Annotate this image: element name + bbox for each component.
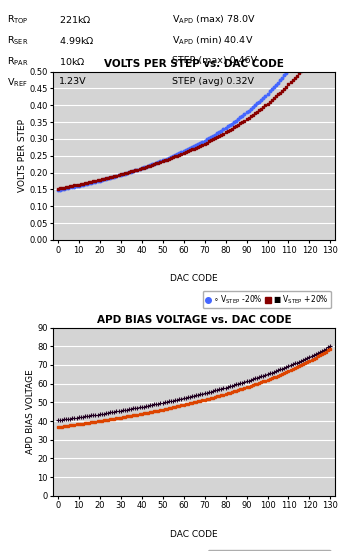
+V$_\mathregular{APD}$ +20% [56, 417, 60, 424]
$\blacksquare$ V$_\mathregular{APD}$ -20% [257, 380, 261, 386]
Text: 10k$\Omega$: 10k$\Omega$ [59, 56, 85, 67]
Text: V$_\mathregular{REF}$: V$_\mathregular{REF}$ [7, 77, 28, 89]
Text: V$_\mathregular{APD}$ (max) 78.0V: V$_\mathregular{APD}$ (max) 78.0V [172, 14, 257, 26]
Text: 221k$\Omega$: 221k$\Omega$ [59, 14, 91, 25]
$\circ$ V$_\mathregular{STEP}$ -20% [68, 184, 72, 191]
$\blacksquare$ V$_\mathregular{STEP}$ +20% [203, 141, 207, 147]
$\circ$ V$_\mathregular{STEP}$ -20% [326, 4, 331, 11]
Text: R$_\mathregular{SER}$: R$_\mathregular{SER}$ [7, 35, 28, 47]
Y-axis label: VOLTS PER STEP: VOLTS PER STEP [18, 120, 27, 192]
$\blacksquare$ V$_\mathregular{APD}$ -20% [104, 417, 108, 423]
+V$_\mathregular{APD}$ +20% [257, 374, 261, 380]
+V$_\mathregular{APD}$ +20% [66, 415, 70, 422]
Line: +V$_\mathregular{APD}$ +20%: +V$_\mathregular{APD}$ +20% [56, 344, 332, 422]
Text: R$_\mathregular{TOP}$: R$_\mathregular{TOP}$ [7, 14, 29, 26]
+V$_\mathregular{APD}$ +20% [267, 370, 272, 377]
$\blacksquare$ V$_\mathregular{APD}$ -20% [226, 390, 230, 397]
+V$_\mathregular{APD}$ +20% [328, 343, 333, 349]
X-axis label: DAC CODE: DAC CODE [170, 530, 218, 539]
$\blacksquare$ V$_\mathregular{STEP}$ +20% [56, 186, 60, 192]
$\circ$ V$_\mathregular{STEP}$ -20% [303, 44, 307, 51]
$\circ$ V$_\mathregular{STEP}$ -20% [203, 137, 207, 144]
Line: $\blacksquare$ V$_\mathregular{APD}$ -20%: $\blacksquare$ V$_\mathregular{APD}$ -20… [57, 348, 332, 428]
Text: STEP (avg) 0.32V: STEP (avg) 0.32V [172, 77, 255, 85]
$\blacksquare$ V$_\mathregular{STEP}$ +20% [303, 63, 307, 69]
Line: $\blacksquare$ V$_\mathregular{STEP}$ +20%: $\blacksquare$ V$_\mathregular{STEP}$ +2… [57, 34, 329, 190]
Title: VOLTS PER STEP vs. DAC CODE: VOLTS PER STEP vs. DAC CODE [104, 60, 284, 69]
+V$_\mathregular{APD}$ +20% [211, 388, 215, 395]
Legend: +V$_\mathregular{APD}$ +20%, $\blacksquare$ V$_\mathregular{APD}$ -20%: +V$_\mathregular{APD}$ +20%, $\blacksqua… [208, 550, 331, 551]
$\blacksquare$ V$_\mathregular{STEP}$ +20% [68, 183, 72, 190]
$\blacksquare$ V$_\mathregular{STEP}$ +20% [284, 83, 288, 90]
$\circ$ V$_\mathregular{STEP}$ -20% [56, 187, 60, 193]
$\circ$ V$_\mathregular{STEP}$ -20% [293, 59, 297, 66]
$\blacksquare$ V$_\mathregular{APD}$ -20% [211, 395, 215, 401]
$\blacksquare$ V$_\mathregular{STEP}$ +20% [249, 113, 253, 120]
+V$_\mathregular{APD}$ +20% [104, 410, 108, 417]
Text: R$_\mathregular{PAR}$: R$_\mathregular{PAR}$ [7, 56, 29, 68]
$\blacksquare$ V$_\mathregular{APD}$ -20% [328, 345, 333, 352]
$\circ$ V$_\mathregular{STEP}$ -20% [284, 69, 288, 76]
$\blacksquare$ V$_\mathregular{APD}$ -20% [267, 376, 272, 382]
X-axis label: DAC CODE: DAC CODE [170, 274, 218, 283]
+V$_\mathregular{APD}$ +20% [226, 383, 230, 390]
Text: STEP (max) 0.46V: STEP (max) 0.46V [172, 56, 258, 64]
Text: 4.99k$\Omega$: 4.99k$\Omega$ [59, 35, 94, 46]
Legend: $\circ$ V$_\mathregular{STEP}$ -20%, $\blacksquare$ V$_\mathregular{STEP}$ +20%: $\circ$ V$_\mathregular{STEP}$ -20%, $\b… [203, 291, 331, 308]
Text: V$_\mathregular{APD}$ (min) 40.4V: V$_\mathregular{APD}$ (min) 40.4V [172, 35, 254, 47]
Y-axis label: APD BIAS VOLTAGE: APD BIAS VOLTAGE [26, 369, 34, 454]
Text: 1.23V: 1.23V [59, 77, 86, 85]
$\circ$ V$_\mathregular{STEP}$ -20% [249, 106, 253, 112]
$\blacksquare$ V$_\mathregular{STEP}$ +20% [326, 32, 331, 39]
$\blacksquare$ V$_\mathregular{APD}$ -20% [56, 424, 60, 430]
Line: $\circ$ V$_\mathregular{STEP}$ -20%: $\circ$ V$_\mathregular{STEP}$ -20% [57, 6, 329, 191]
$\blacksquare$ V$_\mathregular{APD}$ -20% [66, 423, 70, 429]
$\blacksquare$ V$_\mathregular{STEP}$ +20% [293, 75, 297, 82]
Title: APD BIAS VOLTAGE vs. DAC CODE: APD BIAS VOLTAGE vs. DAC CODE [97, 315, 292, 326]
